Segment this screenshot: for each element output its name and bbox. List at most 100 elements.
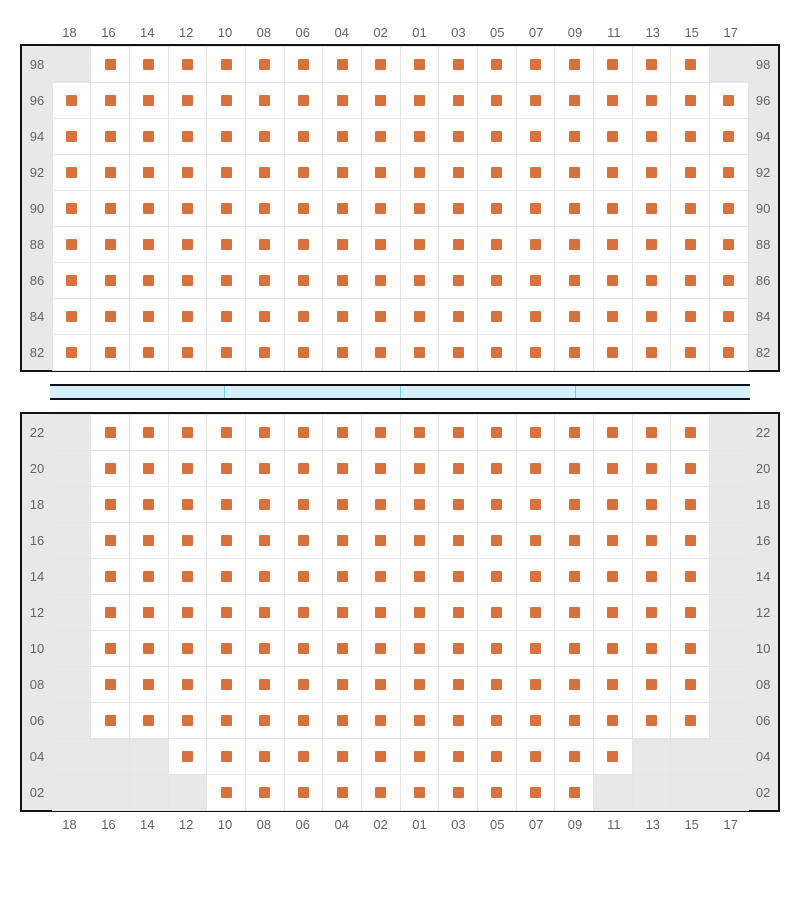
seat[interactable] [168,486,208,523]
seat[interactable] [284,226,324,263]
seat[interactable] [284,450,324,487]
seat[interactable] [284,154,324,191]
seat[interactable] [245,414,285,451]
seat[interactable] [322,298,362,335]
seat[interactable] [477,154,517,191]
seat[interactable] [554,414,594,451]
seat[interactable] [400,522,440,559]
seat[interactable] [516,594,556,631]
seat[interactable] [400,666,440,703]
seat[interactable] [632,262,672,299]
seat[interactable] [554,774,594,811]
seat[interactable] [400,558,440,595]
seat[interactable] [90,334,130,371]
seat[interactable] [90,666,130,703]
seat[interactable] [516,666,556,703]
seat[interactable] [593,450,633,487]
seat[interactable] [168,334,208,371]
seat[interactable] [52,190,92,227]
seat[interactable] [129,666,169,703]
seat[interactable] [632,154,672,191]
seat[interactable] [438,666,478,703]
seat[interactable] [709,298,749,335]
seat[interactable] [168,630,208,667]
seat[interactable] [168,82,208,119]
seat[interactable] [477,558,517,595]
seat[interactable] [361,262,401,299]
seat[interactable] [516,190,556,227]
seat[interactable] [709,262,749,299]
seat[interactable] [438,522,478,559]
seat[interactable] [670,118,710,155]
seat[interactable] [554,666,594,703]
seat[interactable] [438,630,478,667]
seat[interactable] [477,630,517,667]
seat[interactable] [477,666,517,703]
seat[interactable] [709,226,749,263]
seat[interactable] [516,522,556,559]
seat[interactable] [593,702,633,739]
seat[interactable] [516,82,556,119]
seat[interactable] [284,46,324,83]
seat[interactable] [400,594,440,631]
seat[interactable] [284,118,324,155]
seat[interactable] [709,118,749,155]
seat[interactable] [90,154,130,191]
seat[interactable] [129,190,169,227]
seat[interactable] [206,190,246,227]
seat[interactable] [361,630,401,667]
seat[interactable] [593,666,633,703]
seat[interactable] [168,118,208,155]
seat[interactable] [516,738,556,775]
seat[interactable] [206,522,246,559]
seat[interactable] [168,226,208,263]
seat[interactable] [709,154,749,191]
seat[interactable] [322,774,362,811]
seat[interactable] [284,594,324,631]
seat[interactable] [245,450,285,487]
seat[interactable] [245,190,285,227]
seat[interactable] [361,190,401,227]
seat[interactable] [322,46,362,83]
seat[interactable] [168,702,208,739]
seat[interactable] [632,702,672,739]
seat[interactable] [554,334,594,371]
seat[interactable] [554,486,594,523]
seat[interactable] [593,226,633,263]
seat[interactable] [632,298,672,335]
seat[interactable] [129,594,169,631]
seat[interactable] [593,522,633,559]
seat[interactable] [438,594,478,631]
seat[interactable] [168,666,208,703]
seat[interactable] [593,262,633,299]
seat[interactable] [593,334,633,371]
seat[interactable] [400,118,440,155]
seat[interactable] [593,298,633,335]
seat[interactable] [129,486,169,523]
seat[interactable] [438,558,478,595]
seat[interactable] [168,522,208,559]
seat[interactable] [322,630,362,667]
seat[interactable] [400,738,440,775]
seat[interactable] [554,82,594,119]
seat[interactable] [322,738,362,775]
seat[interactable] [322,558,362,595]
seat[interactable] [361,414,401,451]
seat[interactable] [670,414,710,451]
seat[interactable] [400,450,440,487]
seat[interactable] [438,414,478,451]
seat[interactable] [477,334,517,371]
seat[interactable] [477,262,517,299]
seat[interactable] [670,666,710,703]
seat[interactable] [361,558,401,595]
seat[interactable] [129,262,169,299]
seat[interactable] [516,154,556,191]
seat[interactable] [516,630,556,667]
seat[interactable] [438,262,478,299]
seat[interactable] [361,154,401,191]
seat[interactable] [632,594,672,631]
seat[interactable] [322,82,362,119]
seat[interactable] [438,450,478,487]
seat[interactable] [477,118,517,155]
seat[interactable] [593,46,633,83]
